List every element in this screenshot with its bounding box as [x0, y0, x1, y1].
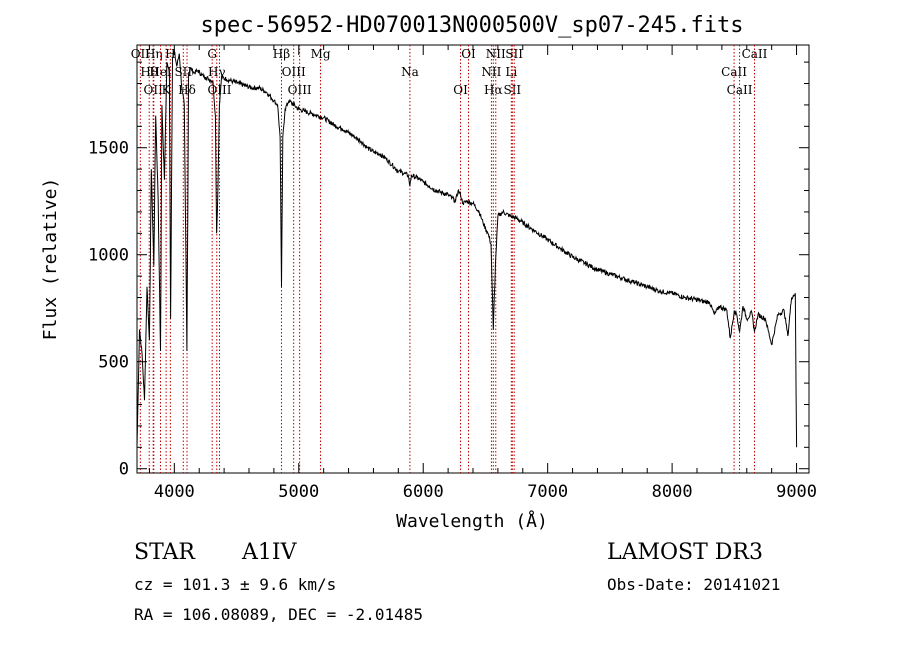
plot-frame [136, 44, 810, 474]
spectral-line-label-6: H [165, 47, 175, 61]
spectral-line-label-9: G [207, 47, 217, 61]
spectral-line-label-26: CaII [727, 83, 753, 97]
spectral-line-label-27: CaII [742, 47, 768, 61]
spectral-line-label-23: SII [503, 83, 521, 97]
spectral-line-label-22: Li [505, 65, 517, 79]
spectral-line-label-10: Hγ [208, 65, 226, 79]
spectral-line-label-20: Hα [484, 83, 503, 97]
redshift-cz: cz = 101.3 ± 9.6 km/s [134, 575, 337, 594]
x-tick-label-2: 6000 [403, 482, 444, 502]
x-tick-label-0: 4000 [154, 482, 195, 502]
spectral-line-label-21: NII [486, 47, 506, 61]
observation-date: Obs-Date: 20141021 [607, 575, 781, 594]
survey-name: LAMOST DR3 [607, 540, 763, 565]
spectral-line-label-2: OII [144, 83, 164, 97]
spectral-line-label-3: Hη [145, 47, 163, 61]
spectral-line-label-0: OII [131, 47, 151, 61]
y-axis-label: Flux (relative) [40, 178, 61, 341]
spectral-line-label-25: CaII [721, 65, 747, 79]
spectral-line-label-15: Mg [311, 47, 331, 61]
axis-ticks: 4000 5000 6000 7000 8000 9000 0 500 1000 1500 [88, 45, 817, 502]
spectral-line-label-12: Hβ [273, 47, 290, 61]
spectral-line-label-11: OIII [207, 83, 231, 97]
y-tick-label-1: 500 [98, 353, 129, 373]
chart-title: spec-56952-HD070013N000500V_sp07-245.fit… [200, 13, 743, 38]
x-axis-label: Wavelength (Å) [396, 510, 548, 532]
x-tick-label-5: 9000 [776, 482, 817, 502]
x-tick-label-3: 7000 [527, 482, 568, 502]
spectral-line-label-16: Na [401, 65, 419, 79]
spectrum-line [136, 50, 798, 448]
y-tick-label-3: 1500 [88, 139, 129, 159]
spectral-lines: OIIHθOIIHηHeIKHSIIHδGHγOIIIHβOIIIOIIIMgN… [131, 45, 768, 473]
spectral-line-label-14: OIII [288, 83, 312, 97]
spectral-line-label-24: SII [505, 47, 523, 61]
object-subclass: A1IV [242, 540, 297, 565]
ra-dec-coordinates: RA = 106.08089, DEC = -2.01485 [134, 605, 423, 624]
y-tick-label-2: 1000 [88, 246, 129, 266]
spectral-line-label-18: OI [461, 47, 476, 61]
spectral-line-label-17: OI [453, 83, 468, 97]
spectral-line-label-1: Hθ [140, 65, 158, 79]
object-class: STAR [134, 540, 195, 565]
x-tick-label-4: 8000 [652, 482, 693, 502]
spectral-line-label-7: SII [174, 65, 192, 79]
spectral-line-label-8: Hδ [178, 83, 196, 97]
x-tick-label-1: 5000 [278, 482, 319, 502]
spectral-line-label-19: NII [481, 65, 501, 79]
y-tick-label-0: 0 [119, 460, 129, 480]
spectral-line-label-13: OIII [282, 65, 306, 79]
